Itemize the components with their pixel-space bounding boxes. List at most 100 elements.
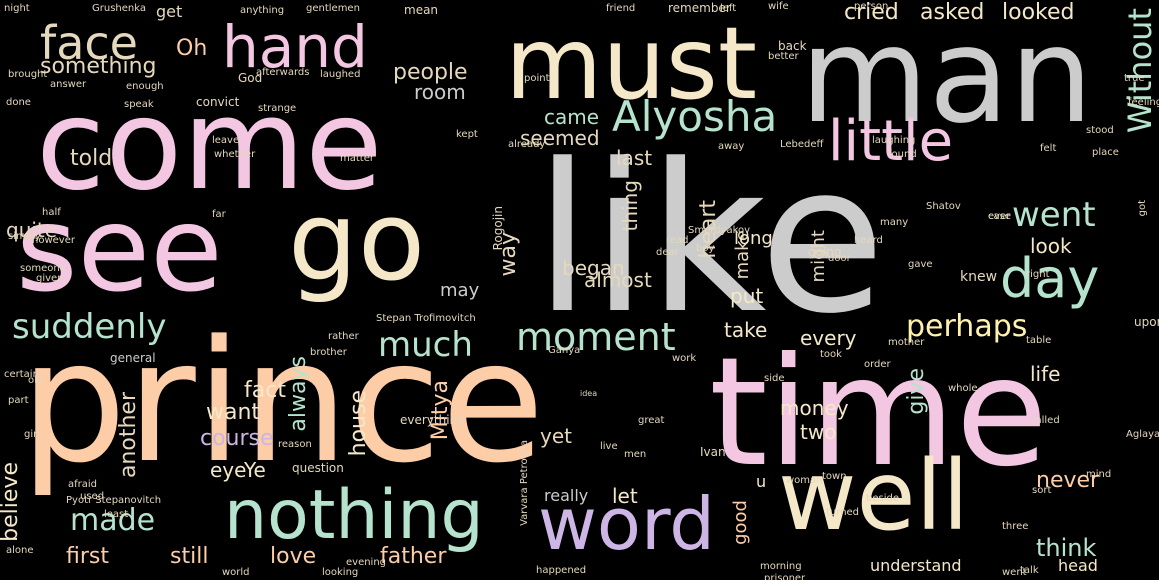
cloud-word-least: least	[104, 509, 129, 520]
cloud-word-seemed: seemed	[520, 126, 600, 150]
cloud-word-without: Without	[1121, 8, 1159, 134]
cloud-word-evening: evening	[346, 557, 387, 568]
cloud-word-always: always	[286, 356, 311, 432]
cloud-word-heard: heard	[854, 235, 883, 246]
cloud-word-live: live	[600, 441, 618, 452]
cloud-word-cried: cried	[844, 0, 899, 25]
cloud-word-afterwards: afterwards	[256, 67, 310, 78]
cloud-word-rogojin: Rogojin	[491, 206, 505, 251]
cloud-word-knew: knew	[960, 269, 998, 285]
cloud-word-long: long	[734, 228, 773, 249]
cloud-word-see: see	[16, 180, 223, 318]
cloud-word-alone: alone	[6, 545, 34, 556]
cloud-word-get: get	[156, 2, 183, 21]
cloud-word-happened: happened	[536, 565, 587, 576]
cloud-word-used: used	[80, 491, 105, 502]
cloud-word-three: three	[1002, 521, 1029, 532]
cloud-word-moment: moment	[516, 315, 676, 359]
cloud-word-two: two	[800, 420, 837, 444]
cloud-word-town: town	[822, 471, 847, 482]
cloud-word-remember: remember	[668, 1, 731, 15]
cloud-word-reason: reason	[278, 439, 312, 450]
cloud-word-perhaps: perhaps	[906, 309, 1028, 344]
cloud-word-ever: ever	[988, 211, 1011, 222]
cloud-word-ye: Ye	[244, 458, 266, 482]
cloud-word-almost: almost	[584, 268, 652, 292]
cloud-word-oh: Oh	[176, 36, 208, 61]
cloud-word-let: let	[612, 484, 638, 508]
cloud-word-love: love	[270, 544, 317, 569]
cloud-word-varvara-petrovna: Varvara Petrovna	[519, 440, 530, 526]
cloud-word-nothing: nothing	[224, 476, 484, 555]
cloud-word-enough: enough	[126, 81, 164, 92]
cloud-word-many: many	[880, 217, 909, 228]
cloud-word-far: far	[212, 209, 226, 220]
cloud-word-general: general	[110, 351, 156, 365]
cloud-word-person: person	[854, 1, 889, 12]
cloud-word-friend: friend	[606, 3, 636, 14]
cloud-word-away: away	[718, 141, 745, 152]
cloud-word-convict: convict	[196, 95, 240, 109]
cloud-word-much: much	[378, 325, 473, 365]
cloud-word-look: look	[1030, 234, 1072, 258]
cloud-word-great: great	[638, 415, 665, 426]
cloud-word-looked: looked	[1002, 0, 1075, 25]
cloud-word-gave: gave	[908, 259, 933, 270]
cloud-word-old: old	[28, 375, 44, 386]
cloud-word-put: put	[730, 284, 764, 308]
cloud-word-grushenka: Grushenka	[92, 3, 146, 14]
cloud-word-fact: fact	[244, 378, 286, 403]
cloud-word-got: got	[1137, 200, 1148, 217]
cloud-word-father: father	[380, 544, 447, 569]
cloud-word-took: took	[820, 349, 842, 360]
cloud-word-god: God	[238, 71, 263, 85]
cloud-word-night: night	[4, 3, 30, 14]
cloud-word-dear: dear	[656, 247, 679, 258]
cloud-word-certain: certain	[4, 369, 39, 380]
cloud-word-first: first	[66, 544, 109, 569]
cloud-word-speak: speak	[124, 99, 154, 110]
cloud-word-point: point	[524, 73, 550, 84]
cloud-word-sort: sort	[1032, 485, 1052, 496]
cloud-word-read: read	[666, 235, 689, 246]
cloud-word-give: give	[904, 368, 929, 415]
cloud-word-asked: asked	[920, 0, 985, 25]
cloud-word-told: told	[70, 146, 113, 171]
cloud-word-idea: idea	[580, 389, 598, 398]
cloud-word-talk: talk	[1020, 565, 1039, 576]
cloud-word-people: people	[393, 60, 468, 85]
cloud-word-prince: prince	[20, 304, 545, 500]
cloud-word-began: began	[562, 256, 625, 280]
cloud-word-done: done	[6, 97, 31, 108]
cloud-word-afraid: afraid	[68, 479, 98, 490]
cloud-word-face: face	[40, 16, 138, 70]
cloud-word-matter: matter	[340, 153, 374, 164]
cloud-word-simply: simply	[8, 231, 41, 242]
cloud-word-kept: kept	[456, 129, 478, 140]
cloud-word-came: came	[544, 105, 600, 129]
cloud-word-lebedeff: Lebedeff	[780, 139, 824, 150]
cloud-word-man: man	[800, 0, 1094, 153]
cloud-word-pyotr-stepanovitch: Pyotr Stepanovitch	[66, 495, 162, 506]
cloud-word-question: question	[292, 461, 344, 475]
cloud-word-day: day	[1000, 247, 1100, 310]
cloud-word-looking: looking	[322, 567, 359, 578]
cloud-word-girl: girl	[24, 429, 41, 440]
cloud-word-found: found	[888, 149, 917, 160]
cloud-word-morning: morning	[760, 561, 802, 572]
cloud-word-mind: mind	[1086, 469, 1112, 480]
cloud-word-place: place	[1092, 147, 1119, 158]
cloud-word-like: like	[534, 121, 886, 359]
cloud-word-may: may	[440, 280, 480, 301]
cloud-word-aglaya: Aglaya	[1126, 429, 1159, 440]
cloud-word-life: life	[1030, 362, 1061, 386]
cloud-word-shatov: Shatov	[926, 201, 961, 212]
cloud-word-last: last	[616, 146, 653, 170]
cloud-word-another: another	[116, 392, 141, 479]
cloud-word-mean: mean	[404, 3, 439, 17]
cloud-word-feeling: feeling	[1128, 97, 1159, 108]
cloud-word-leave: leave	[212, 135, 240, 146]
cloud-word-something: something	[40, 54, 157, 79]
cloud-word-must: must	[505, 5, 758, 122]
cloud-word-alyosha: Alyosha	[612, 92, 778, 141]
